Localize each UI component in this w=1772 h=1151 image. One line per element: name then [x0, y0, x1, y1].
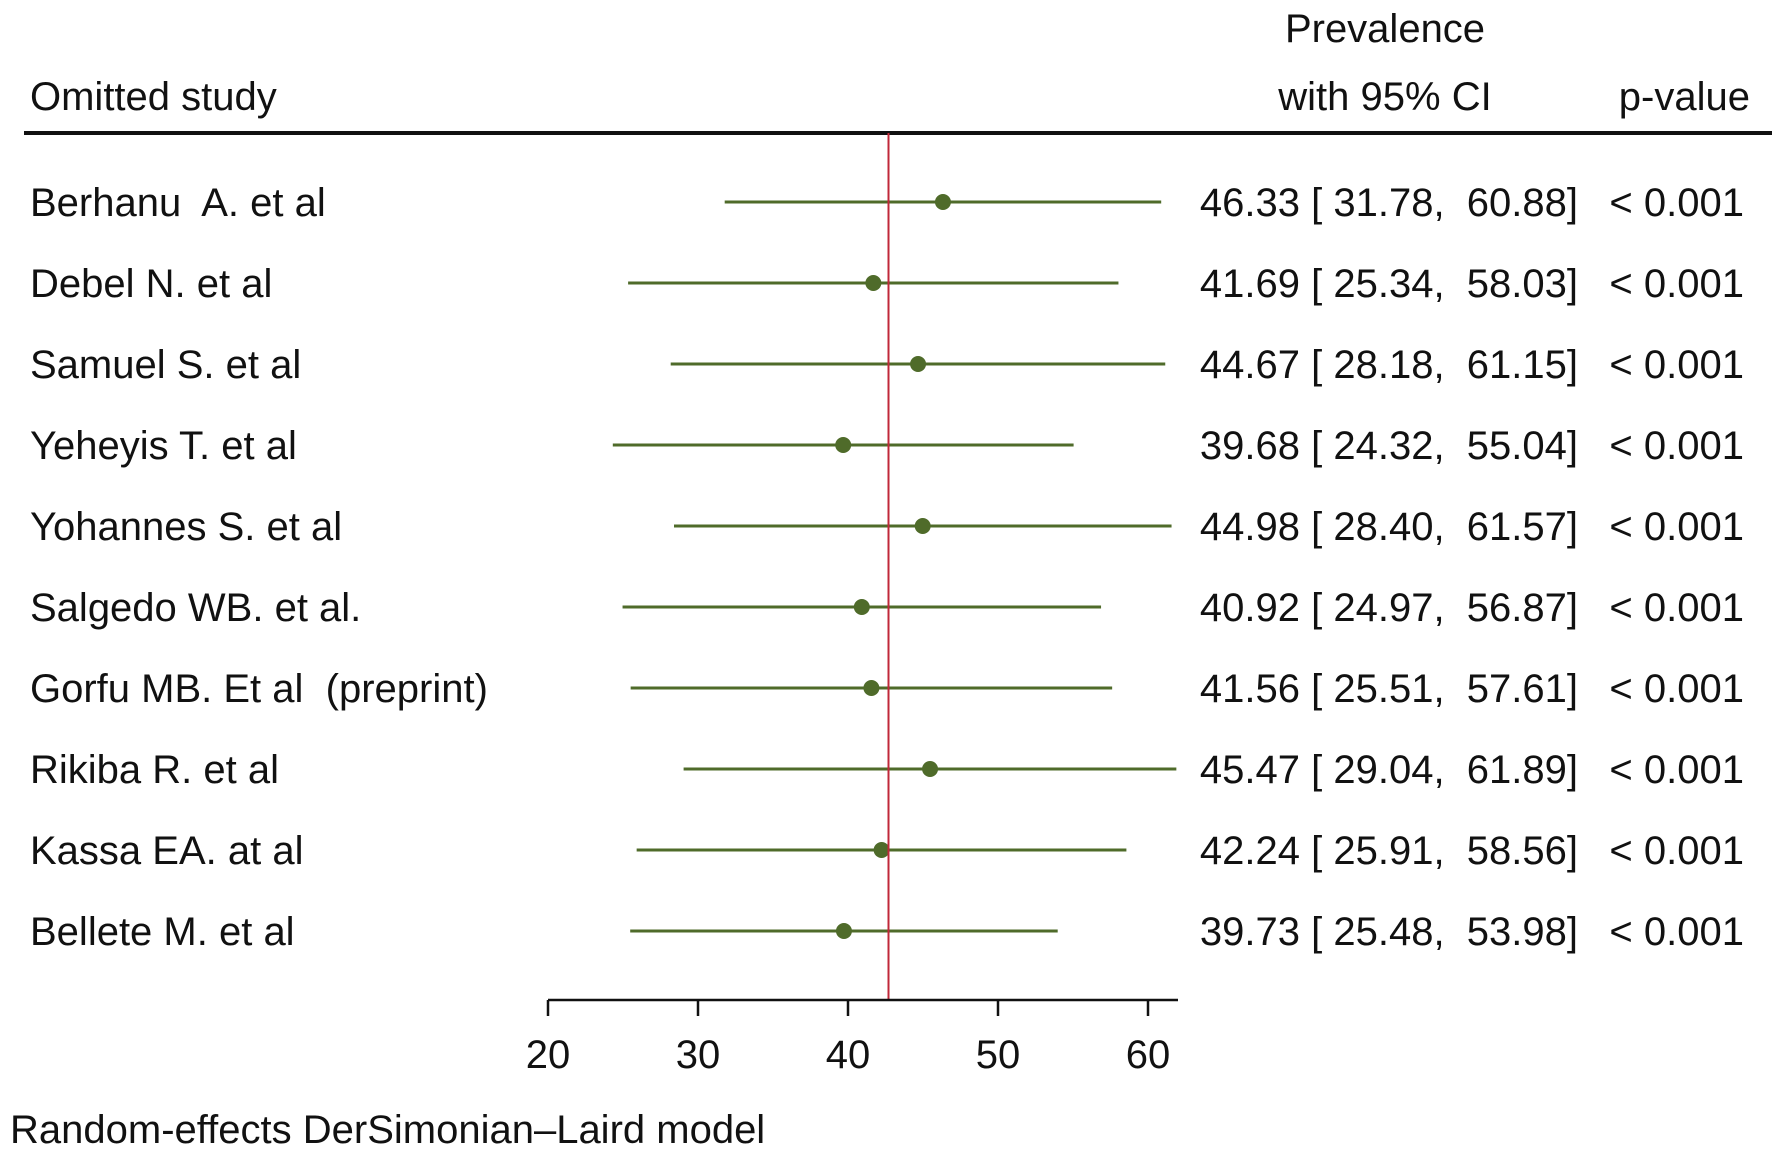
header-estimate-label-line1: Prevalence	[1285, 7, 1485, 51]
point-estimate	[863, 680, 880, 696]
header-study-label: Omitted study	[30, 75, 277, 119]
point-estimate	[914, 518, 931, 534]
p-value-text: < 0.001	[1609, 505, 1744, 549]
p-value-text: < 0.001	[1609, 424, 1744, 468]
header-estimate-label-line2: with 95% CI	[1277, 75, 1491, 119]
estimate-ci-text: 39.73 [ 25.48, 53.98]	[1200, 910, 1578, 954]
study-name: Yeheyis T. et al	[30, 424, 297, 468]
header-pvalue-label: p-value	[1619, 75, 1750, 119]
x-tick-label: 60	[1126, 1033, 1171, 1077]
study-row: Berhanu A. et al 46.33 [ 31.78, 60.88] < 0…	[30, 181, 1744, 225]
point-estimate	[853, 599, 870, 615]
estimate-ci-text: 40.92 [ 24.97, 56.87]	[1200, 586, 1578, 630]
point-estimate	[934, 194, 951, 210]
point-estimate	[835, 437, 852, 453]
x-tick-label: 20	[526, 1033, 571, 1077]
study-row: Yohannes S. et al 44.98 [ 28.40, 61.57] < …	[30, 505, 1744, 549]
p-value-text: < 0.001	[1609, 262, 1744, 306]
p-value-text: < 0.001	[1609, 667, 1744, 711]
study-name: Samuel S. et al	[30, 343, 301, 387]
study-name: Berhanu A. et al	[30, 181, 326, 225]
estimate-ci-text: 41.69 [ 25.34, 58.03]	[1200, 262, 1578, 306]
study-row: Kassa EA. at al 42.24 [ 25.91, 58.56] < 0.…	[30, 829, 1744, 873]
estimate-ci-text: 44.98 [ 28.40, 61.57]	[1200, 505, 1578, 549]
study-name: Salgedo WB. et al.	[30, 586, 361, 630]
x-tick-label: 30	[676, 1033, 721, 1077]
study-name: Bellete M. et al	[30, 910, 295, 954]
study-row: Bellete M. et al 39.73 [ 25.48, 53.98] < 0…	[30, 910, 1744, 954]
estimate-ci-text: 46.33 [ 31.78, 60.88]	[1200, 181, 1578, 225]
estimate-ci-text: 39.68 [ 24.32, 55.04]	[1200, 424, 1578, 468]
point-estimate	[835, 923, 852, 939]
estimate-ci-text: 45.47 [ 29.04, 61.89]	[1200, 748, 1578, 792]
point-estimate	[865, 275, 882, 291]
study-name: Rikiba R. et al	[30, 748, 279, 792]
p-value-text: < 0.001	[1609, 829, 1744, 873]
study-name: Kassa EA. at al	[30, 829, 303, 873]
point-estimate	[910, 356, 927, 372]
study-row: Gorfu MB. Et al (preprint) 41.56 [ 25.51,…	[30, 667, 1744, 711]
study-name: Debel N. et al	[30, 262, 272, 306]
estimate-ci-text: 42.24 [ 25.91, 58.56]	[1200, 829, 1578, 873]
p-value-text: < 0.001	[1609, 748, 1744, 792]
point-estimate	[873, 842, 890, 858]
p-value-text: < 0.001	[1609, 910, 1744, 954]
footnote: Random-effects DerSimonian–Laird model	[10, 1108, 765, 1151]
study-row: Yeheyis T. et al 39.68 [ 24.32, 55.04] < 0…	[30, 424, 1744, 468]
study-name: Yohannes S. et al	[30, 505, 342, 549]
study-row: Samuel S. et al 44.67 [ 28.18, 61.15] < 0.…	[30, 343, 1744, 387]
x-axis: 20 30 40 50 60	[526, 998, 1178, 1077]
study-row: Salgedo WB. et al. 40.92 [ 24.97, 56.87] <…	[30, 586, 1744, 630]
estimate-ci-text: 44.67 [ 28.18, 61.15]	[1200, 343, 1578, 387]
estimate-ci-text: 41.56 [ 25.51, 57.61]	[1200, 667, 1578, 711]
study-name: Gorfu MB. Et al (preprint)	[30, 667, 488, 711]
p-value-text: < 0.001	[1609, 181, 1744, 225]
x-tick-label: 50	[976, 1033, 1021, 1077]
p-value-text: < 0.001	[1609, 343, 1744, 387]
point-estimate	[922, 761, 939, 777]
study-row: Rikiba R. et al 45.47 [ 29.04, 61.89] < 0.…	[30, 748, 1744, 792]
study-row: Debel N. et al 41.69 [ 25.34, 58.03] < 0.0…	[30, 262, 1744, 306]
x-tick-label: 40	[826, 1033, 871, 1077]
p-value-text: < 0.001	[1609, 586, 1744, 630]
study-rows: Berhanu A. et al 46.33 [ 31.78, 60.88] < 0…	[30, 181, 1744, 954]
